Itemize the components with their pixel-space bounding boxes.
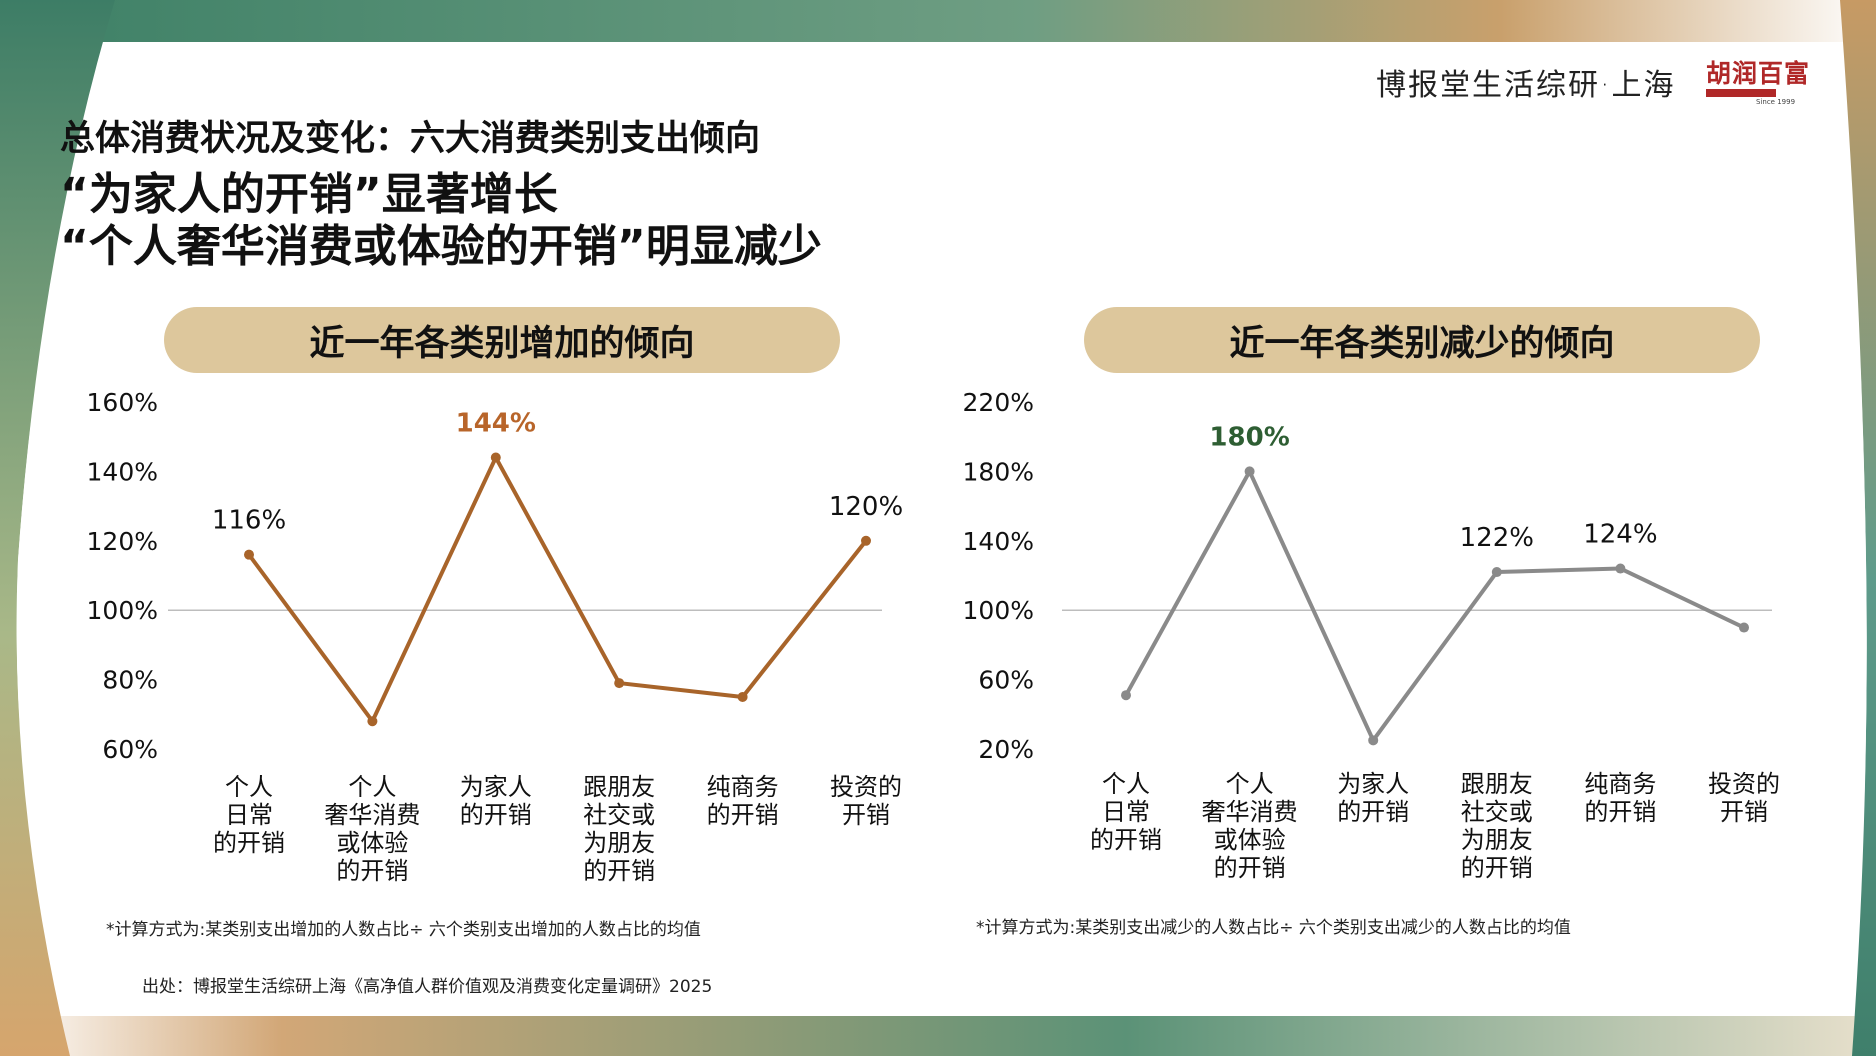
series-line (1124, 469, 1745, 743)
category-label-line: 纯商务 (707, 773, 779, 801)
data-point (737, 691, 748, 702)
category-label: 跟朋友社交或为朋友的开销 (1461, 770, 1533, 882)
category-label-line: 的开销 (336, 857, 408, 885)
category-label-line: 为家人 (1337, 770, 1409, 798)
data-point (1491, 567, 1502, 578)
y-tick-label: 140% (87, 457, 158, 486)
category-label: 个人奢华消费或体验的开销 (324, 773, 420, 885)
data-label: 120% (829, 492, 903, 522)
category-label: 为家人的开销 (460, 773, 532, 829)
data-point (614, 678, 625, 689)
category-label-line: 跟朋友 (583, 773, 655, 801)
data-point (490, 452, 501, 463)
left-calculation-note: *计算方式为:某类别支出增加的人数占比÷ 六个类别支出增加的人数占比的均值 (106, 920, 701, 940)
category-label-line: 为朋友 (1461, 826, 1533, 854)
category-label-line: 的开销 (583, 857, 655, 885)
category-label-line: 为朋友 (583, 829, 655, 857)
hurun-logo: 胡润百富 Since 1999 (1706, 59, 1811, 106)
data-label: 124% (1583, 520, 1657, 550)
category-label-line: 或体验 (336, 829, 408, 857)
series-line (247, 455, 868, 724)
category-label-line: 的开销 (213, 829, 285, 857)
category-label-line: 投资的 (1708, 770, 1780, 798)
category-label-line: 的开销 (1584, 798, 1656, 826)
category-label-line: 社交或 (1461, 798, 1533, 826)
data-point (367, 716, 378, 727)
y-tick-label: 100% (87, 596, 158, 625)
category-label-line: 的开销 (1337, 798, 1409, 826)
right-calculation-note: *计算方式为:某类别支出减少的人数占比÷ 六个类别支出减少的人数占比的均值 (976, 918, 1571, 938)
y-tick-label: 220% (963, 388, 1034, 417)
category-label-line: 个人 (1102, 770, 1150, 798)
data-point (244, 549, 254, 560)
category-label-line: 的开销 (707, 801, 779, 829)
y-tick-label: 120% (87, 527, 158, 556)
category-label-line: 跟朋友 (1461, 770, 1533, 798)
category-label-line: 个人 (348, 773, 396, 801)
category-label-line: 的开销 (1214, 854, 1286, 882)
slide-title-line-1: “为家人的开销”显著增长 (60, 169, 558, 220)
slide-subtitle: 总体消费状况及变化：六大消费类别支出倾向 (60, 119, 761, 159)
data-label: 122% (1460, 523, 1534, 553)
category-label-line: 投资的 (830, 773, 902, 801)
category-label-line: 个人 (1226, 770, 1274, 798)
y-tick-label: 20% (978, 735, 1034, 764)
category-label: 个人奢华消费或体验的开销 (1202, 770, 1298, 882)
logo-since: Since 1999 (1756, 98, 1796, 106)
y-tick-label: 80% (102, 666, 158, 695)
data-label: 144% (456, 409, 536, 439)
category-label-line: 的开销 (1090, 826, 1162, 854)
data-point (1368, 735, 1379, 746)
category-label-line: 开销 (1720, 798, 1768, 826)
category-label-line: 的开销 (1461, 854, 1533, 882)
data-point (1244, 466, 1255, 477)
y-tick-label: 180% (963, 457, 1034, 486)
category-label: 为家人的开销 (1337, 770, 1409, 826)
logo-text: 胡润百富 (1706, 59, 1811, 88)
data-point (1615, 563, 1626, 574)
data-label: 180% (1209, 422, 1289, 452)
data-point (861, 535, 871, 546)
left-band (0, 0, 115, 1056)
data-point (1121, 690, 1131, 701)
brand-text: 博报堂生活综研·上海 (1376, 68, 1676, 103)
category-label-line: 奢华消费 (1202, 798, 1298, 826)
category-label-line: 社交或 (583, 801, 655, 829)
white-card (16, 42, 1867, 1016)
category-label-line: 日常 (225, 801, 273, 829)
data-point (1739, 622, 1749, 633)
category-label-line: 纯商务 (1584, 770, 1656, 798)
y-tick-label: 160% (87, 388, 158, 417)
category-label-line: 个人 (225, 773, 273, 801)
category-label-line: 或体验 (1214, 826, 1286, 854)
category-label: 个人日常的开销 (213, 773, 285, 857)
category-label: 投资的开销 (830, 773, 902, 829)
category-label: 纯商务的开销 (707, 773, 779, 829)
category-label: 投资的开销 (1708, 770, 1780, 826)
category-label: 个人日常的开销 (1090, 770, 1162, 854)
category-label: 纯商务的开销 (1584, 770, 1656, 826)
y-tick-label: 60% (978, 666, 1034, 695)
logo-bar (1706, 89, 1776, 97)
category-label-line: 开销 (842, 801, 890, 829)
category-label-line: 为家人 (460, 773, 532, 801)
data-label: 116% (212, 506, 286, 536)
y-tick-label: 60% (102, 735, 158, 764)
left-chart-title: 近一年各类别增加的倾向 (164, 307, 840, 373)
category-label-line: 日常 (1102, 798, 1150, 826)
right-band (1840, 0, 1876, 1056)
category-label: 跟朋友社交或为朋友的开销 (583, 773, 655, 885)
category-label-line: 奢华消费 (324, 801, 420, 829)
slide-title-line-2: “个人奢华消费或体验的开销”明显减少 (60, 221, 822, 272)
right-chart-title: 近一年各类别减少的倾向 (1084, 307, 1760, 373)
category-label-line: 的开销 (460, 801, 532, 829)
y-tick-label: 140% (963, 527, 1034, 556)
bottom-band (0, 1016, 1876, 1056)
top-band (0, 0, 1876, 42)
source-note: 出处：博报堂生活综研上海《高净值人群价值观及消费变化定量调研》2025 (142, 977, 713, 997)
y-tick-label: 100% (963, 596, 1034, 625)
